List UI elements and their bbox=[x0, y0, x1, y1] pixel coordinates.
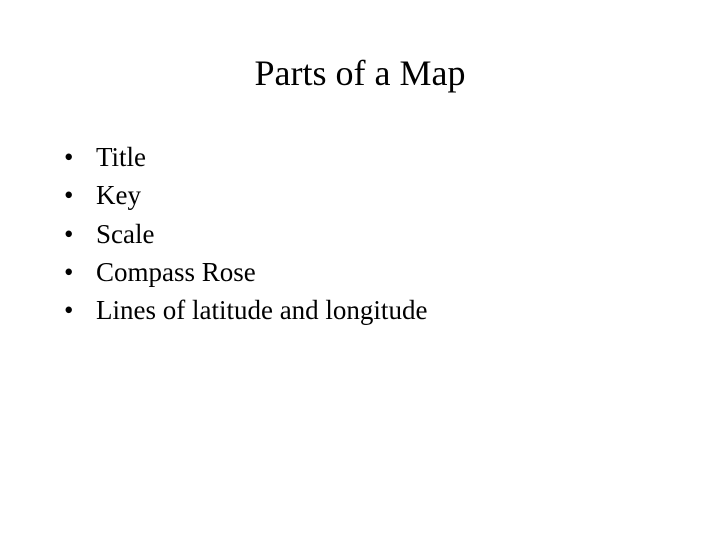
slide-container: Parts of a Map Title Key Scale Compass R… bbox=[0, 0, 720, 540]
slide-title: Parts of a Map bbox=[0, 52, 720, 94]
list-item: Lines of latitude and longitude bbox=[64, 291, 720, 329]
list-item: Scale bbox=[64, 215, 720, 253]
list-item: Compass Rose bbox=[64, 253, 720, 291]
list-item: Key bbox=[64, 176, 720, 214]
bullet-list: Title Key Scale Compass Rose Lines of la… bbox=[0, 138, 720, 330]
list-item: Title bbox=[64, 138, 720, 176]
